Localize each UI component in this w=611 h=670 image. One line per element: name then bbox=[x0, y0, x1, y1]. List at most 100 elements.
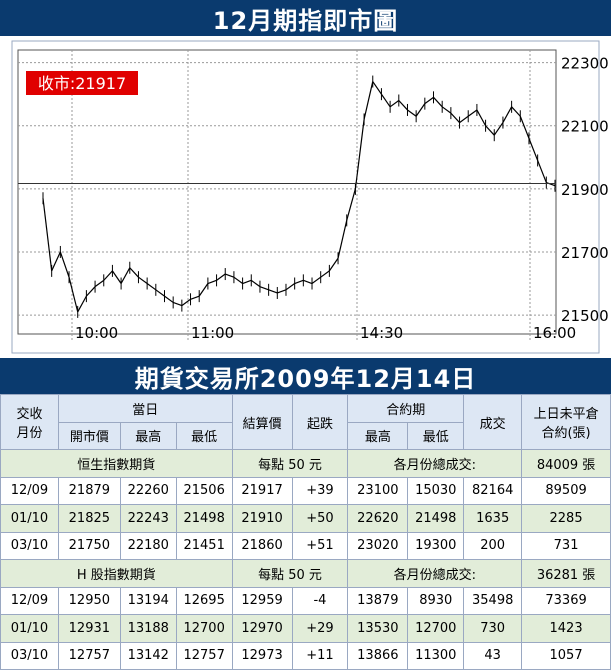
table-cell: 13142 bbox=[119, 641, 177, 670]
table-cell: 01/10 bbox=[0, 614, 59, 643]
close-label-bg bbox=[26, 71, 138, 95]
col-day: 當日 bbox=[57, 394, 233, 423]
price-segment bbox=[311, 276, 322, 284]
price-segment bbox=[172, 301, 183, 307]
price-segment bbox=[354, 119, 365, 189]
price-segment bbox=[233, 276, 243, 284]
section-total-value: 36281 張 bbox=[521, 559, 611, 588]
section-name: 恒生指數期貨 bbox=[0, 449, 233, 478]
x-tick-label: 11:00 bbox=[191, 324, 234, 342]
table-cell: 1057 bbox=[521, 641, 611, 670]
price-segment bbox=[337, 220, 348, 259]
table-cell: 12931 bbox=[57, 614, 121, 643]
price-segment bbox=[216, 273, 226, 281]
price-segment bbox=[528, 138, 539, 161]
x-tick-label: 14:30 bbox=[360, 324, 403, 342]
table-cell: +11 bbox=[291, 641, 349, 670]
price-segment bbox=[207, 279, 217, 285]
table-cell: 19300 bbox=[407, 531, 465, 560]
section-per-point: 每點 50 元 bbox=[231, 449, 349, 478]
table-cell: +29 bbox=[291, 614, 349, 643]
price-segment bbox=[502, 106, 513, 123]
x-tick-label: 10:00 bbox=[75, 324, 118, 342]
close-label-text: 收市:21917 bbox=[38, 74, 126, 93]
price-segment bbox=[433, 96, 443, 108]
section-row: 恒生指數期貨 每點 50 元各月份總成交: 84009 張 bbox=[0, 449, 611, 478]
price-segment bbox=[94, 279, 105, 288]
table-cell: 21825 bbox=[57, 504, 121, 533]
section-row: H 股指數期貨 每點 50 元各月份總成交: 36281 張 bbox=[0, 559, 611, 588]
table-cell: 82164 bbox=[463, 476, 523, 505]
table-cell: 12695 bbox=[175, 586, 233, 615]
price-segment bbox=[459, 115, 469, 124]
price-segment bbox=[242, 279, 252, 285]
table-cell: 03/10 bbox=[0, 531, 59, 560]
col-life-low: 最低 bbox=[407, 421, 465, 450]
price-segment bbox=[198, 283, 209, 297]
table-cell: 12/09 bbox=[0, 586, 59, 615]
table-cell: 11300 bbox=[407, 641, 465, 670]
table-cell: 43 bbox=[463, 641, 523, 670]
table-cell: 23020 bbox=[347, 531, 409, 560]
price-segment bbox=[68, 277, 79, 313]
price-segment bbox=[415, 103, 426, 117]
price-segment bbox=[493, 122, 504, 136]
table-cell: 12700 bbox=[407, 614, 465, 643]
y-tick-label: 22300 bbox=[561, 55, 609, 73]
table-row: 01/10 21825 22243 21498 21910 +50 22620 21498 16… bbox=[0, 504, 611, 533]
table-row: 12/09 21879 22260 21506 21917 +39 23100 15030 82… bbox=[0, 476, 611, 505]
table-cell: 13194 bbox=[119, 586, 177, 615]
col-life: 合約期 bbox=[347, 394, 465, 423]
price-segment bbox=[268, 289, 278, 294]
price-segment bbox=[519, 116, 530, 139]
col-open: 開市價 bbox=[57, 421, 121, 450]
y-tick-label: 21700 bbox=[561, 244, 609, 262]
table-cell: 21506 bbox=[175, 476, 233, 505]
price-segment bbox=[511, 106, 521, 117]
table-cell: 1423 bbox=[521, 614, 611, 643]
table-cell: 35498 bbox=[463, 586, 523, 615]
price-segment bbox=[398, 100, 408, 111]
section-total-label: 各月份總成交: bbox=[347, 449, 523, 478]
table-cell: +39 bbox=[291, 476, 349, 505]
table-cell: 22180 bbox=[119, 531, 177, 560]
table-cell: +50 bbox=[291, 504, 349, 533]
price-segment bbox=[372, 81, 382, 95]
table-cell: 13866 bbox=[347, 641, 409, 670]
section-total-value: 84009 張 bbox=[521, 449, 611, 478]
table-cell: 12757 bbox=[57, 641, 121, 670]
table-row: 03/10 21750 22180 21451 21860 +51 23020 19300 20… bbox=[0, 531, 611, 560]
price-segment bbox=[181, 298, 191, 307]
chart-title: 12月期指即市圖 bbox=[0, 0, 611, 36]
price-segment bbox=[476, 109, 487, 127]
y-tick-label: 21900 bbox=[561, 181, 609, 199]
table-cell: 12/09 bbox=[0, 476, 59, 505]
col-high: 最高 bbox=[119, 421, 177, 450]
table-cell: 21910 bbox=[231, 504, 293, 533]
price-segment bbox=[441, 106, 452, 114]
price-segment bbox=[250, 279, 261, 288]
price-segment bbox=[328, 257, 339, 272]
price-segment bbox=[225, 273, 235, 278]
price-segment bbox=[164, 295, 174, 303]
table-cell: 21860 bbox=[231, 531, 293, 560]
table-cell: 12959 bbox=[231, 586, 293, 615]
grid-lines bbox=[18, 50, 556, 340]
table-cell: -4 bbox=[291, 586, 349, 615]
table-cell: 21451 bbox=[175, 531, 233, 560]
intraday-chart: 22300 22100 21900 21700 21500 10:00 11:00 14:3… bbox=[0, 36, 611, 358]
futures-table: 交收 月份 當日 結算價 起跌 合約期 成交 上日未平倉 合約(張) 開市價 最… bbox=[0, 394, 611, 670]
table-cell: 12950 bbox=[57, 586, 121, 615]
price-segment bbox=[537, 160, 547, 183]
price-segment bbox=[485, 125, 495, 136]
price-segment bbox=[85, 286, 96, 297]
price-segment bbox=[424, 96, 434, 105]
table-cell: 13530 bbox=[347, 614, 409, 643]
y-tick-label: 21500 bbox=[561, 307, 609, 325]
table-cell: 15030 bbox=[407, 476, 465, 505]
price-segment bbox=[155, 289, 165, 297]
col-volume: 成交 bbox=[463, 394, 523, 450]
table-cell: 89509 bbox=[521, 476, 611, 505]
col-settle: 結算價 bbox=[231, 394, 293, 450]
table-cell: 12757 bbox=[175, 641, 233, 670]
